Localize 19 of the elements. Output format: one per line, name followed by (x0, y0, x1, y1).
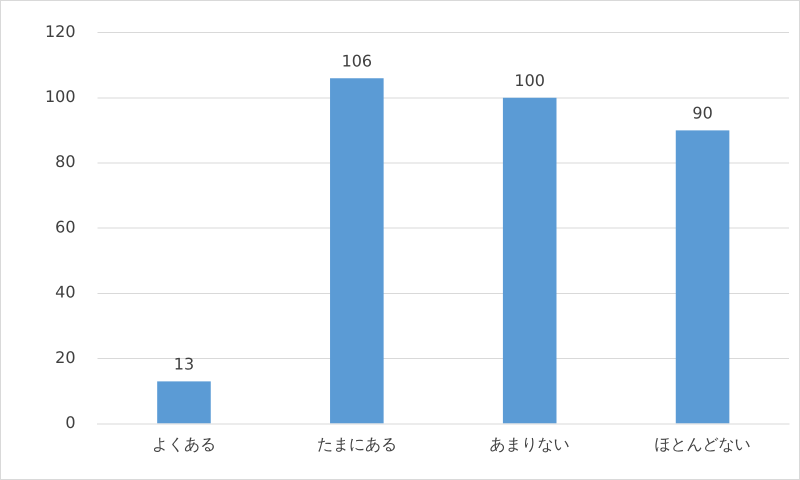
y-tick-label: 80 (55, 152, 76, 172)
bar (330, 78, 384, 424)
y-tick-label: 0 (65, 412, 76, 432)
bar (502, 98, 556, 424)
x-tick-label: たまにある (316, 434, 397, 454)
y-tick-label: 20 (55, 348, 76, 367)
data-label: 90 (692, 104, 713, 123)
data-label: 13 (174, 354, 194, 374)
data-label: 100 (514, 70, 545, 90)
y-tick-label: 40 (55, 282, 76, 302)
y-tick-label: 100 (44, 86, 76, 106)
bar (157, 381, 211, 424)
y-tick-label: 60 (55, 217, 76, 236)
x-tick-label: あまりない (490, 434, 570, 454)
y-tick-label: 120 (44, 22, 76, 41)
x-tick-label: よくある (152, 434, 216, 454)
bar (676, 130, 730, 424)
x-tick-label: ほとんどない (654, 434, 751, 454)
data-label: 106 (342, 51, 372, 70)
